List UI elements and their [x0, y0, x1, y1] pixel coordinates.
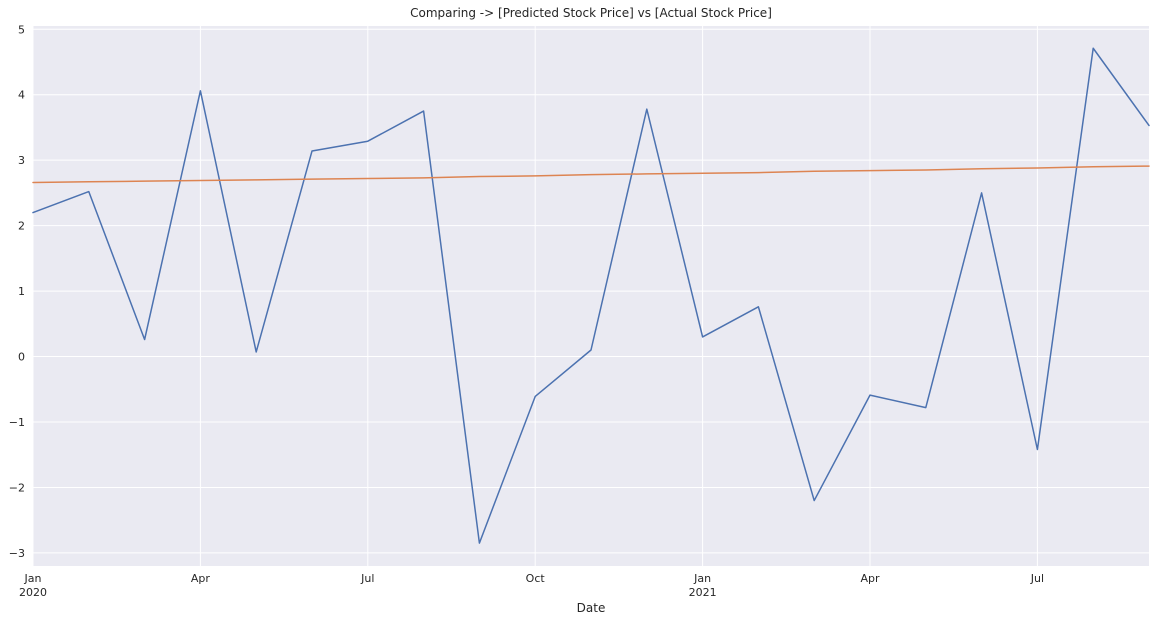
y-tick-label: −1 — [9, 416, 25, 429]
grid — [32, 26, 1149, 566]
series-line-2 — [32, 165, 1150, 184]
series-line-1 — [32, 47, 1150, 544]
x-tick-label: Apr — [860, 572, 880, 585]
chart-title: Comparing -> [Predicted Stock Price] vs … — [410, 6, 772, 20]
y-tick-label: −3 — [9, 547, 25, 560]
x-axis-label: Date — [577, 601, 606, 615]
y-tick-label: 2 — [18, 220, 25, 233]
x-tick-label: Jan — [24, 572, 42, 585]
y-tick-label: 3 — [18, 154, 25, 167]
y-tick-label: 1 — [18, 285, 25, 298]
x-tick-year-label: 2020 — [19, 586, 47, 599]
plot-area — [33, 26, 1149, 566]
x-tick-year-label: 2021 — [689, 586, 717, 599]
y-tick-label: 5 — [18, 23, 25, 36]
y-tick-label: 0 — [18, 351, 25, 364]
x-tick-label: Jan — [693, 572, 711, 585]
x-tick-label: Oct — [526, 572, 546, 585]
y-axis: −3 −2 −1 0 1 2 3 4 5 — [9, 23, 25, 560]
x-tick-label: Apr — [191, 572, 211, 585]
x-tick-label: Jul — [1030, 572, 1044, 585]
x-tick-label: Jul — [360, 572, 374, 585]
y-tick-label: 4 — [18, 89, 25, 102]
y-tick-label: −2 — [9, 481, 25, 494]
series-layer — [32, 47, 1150, 544]
